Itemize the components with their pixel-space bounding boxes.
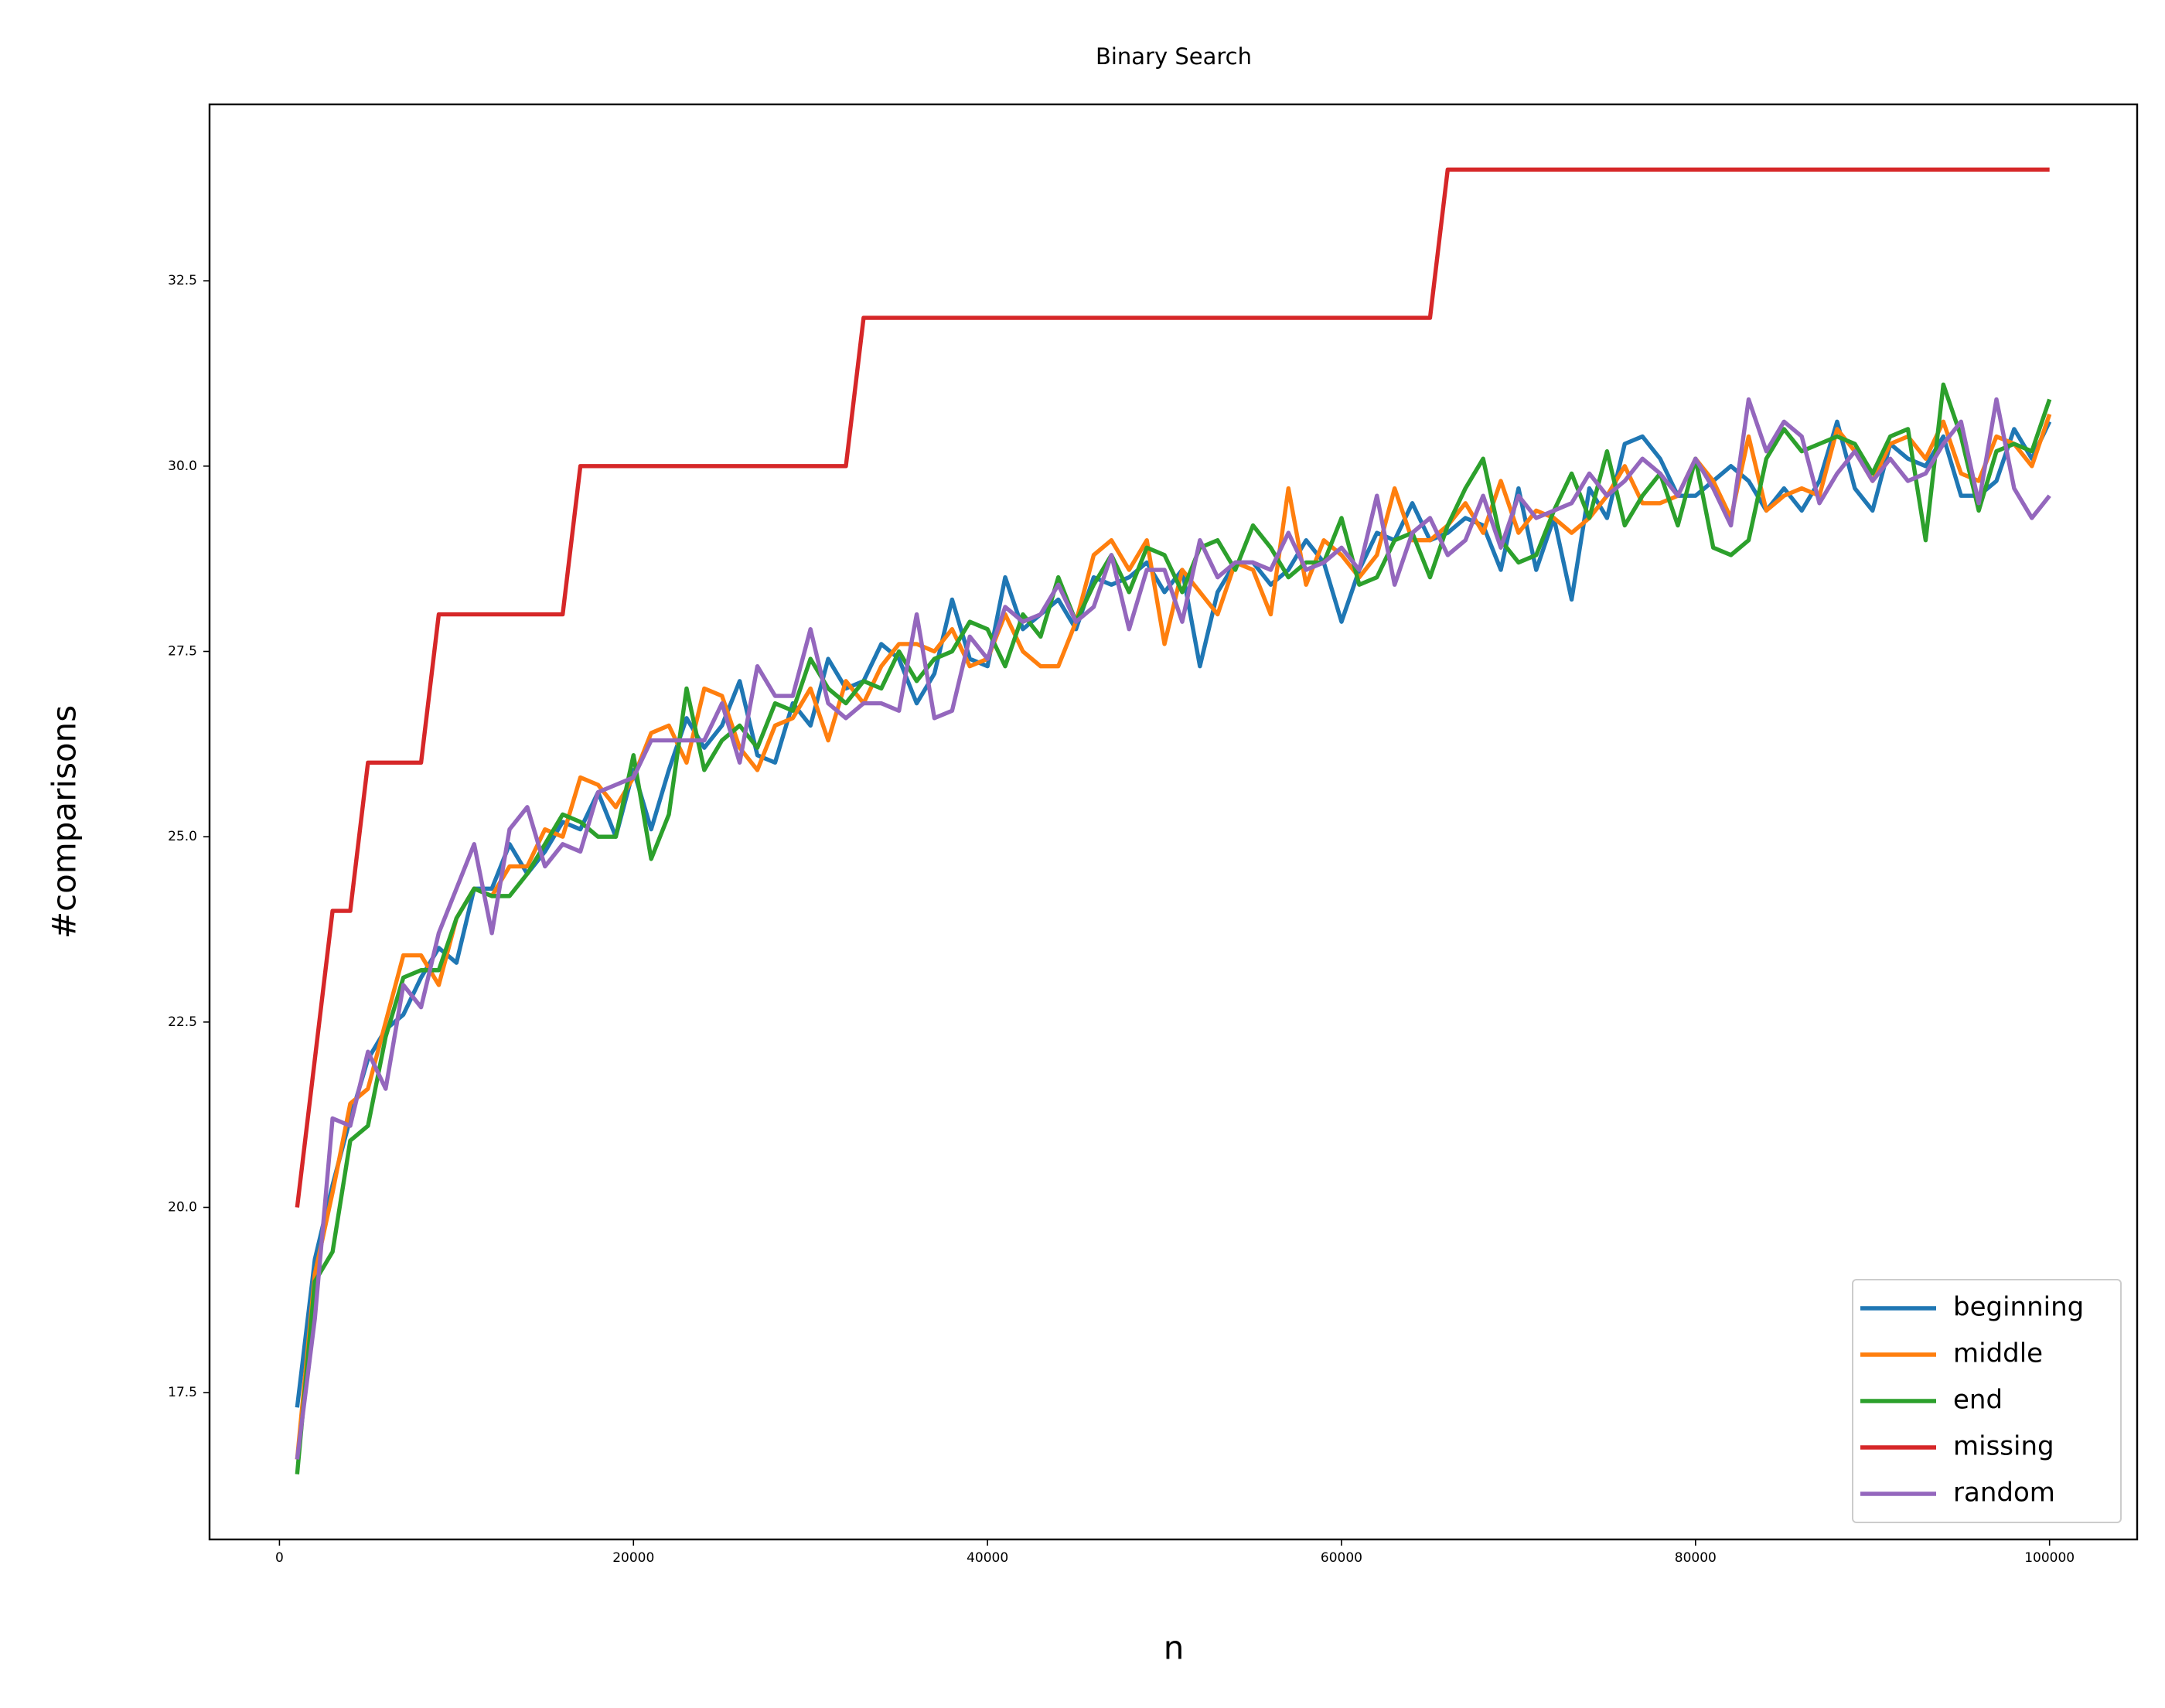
legend-box bbox=[1852, 1279, 2122, 1523]
y-axis-label: #comparisons bbox=[46, 705, 84, 939]
plot-frame bbox=[208, 103, 2139, 1541]
y-tick-label: 22.5 bbox=[168, 1014, 197, 1030]
x-tick-label: 60000 bbox=[1321, 1550, 1362, 1566]
y-tick-label: 20.0 bbox=[168, 1200, 197, 1215]
y-tick-label: 25.0 bbox=[168, 829, 197, 844]
legend-label: end bbox=[1953, 1385, 2003, 1416]
x-tick-label: 0 bbox=[275, 1550, 284, 1566]
x-tick-label: 40000 bbox=[967, 1550, 1008, 1566]
y-tick-label: 17.5 bbox=[168, 1385, 197, 1400]
x-axis-label: n bbox=[1164, 1629, 1185, 1667]
legend-label: middle bbox=[1953, 1338, 2043, 1369]
y-tick-label: 30.0 bbox=[168, 459, 197, 474]
y-tick-label: 32.5 bbox=[168, 273, 197, 288]
x-tick-label: 100000 bbox=[2024, 1550, 2075, 1566]
chart-title: Binary Search bbox=[1096, 43, 1252, 70]
series-line bbox=[295, 397, 2051, 1460]
y-tick-label: 27.5 bbox=[168, 644, 197, 660]
x-tick-label: 20000 bbox=[612, 1550, 654, 1566]
series-line bbox=[295, 167, 2050, 1208]
legend-label: random bbox=[1953, 1478, 2055, 1509]
legend-label: beginning bbox=[1953, 1292, 2084, 1323]
legend-label: missing bbox=[1953, 1431, 2054, 1462]
series-line bbox=[295, 413, 2052, 1460]
x-tick-label: 80000 bbox=[1675, 1550, 1717, 1566]
series-line bbox=[295, 382, 2052, 1474]
